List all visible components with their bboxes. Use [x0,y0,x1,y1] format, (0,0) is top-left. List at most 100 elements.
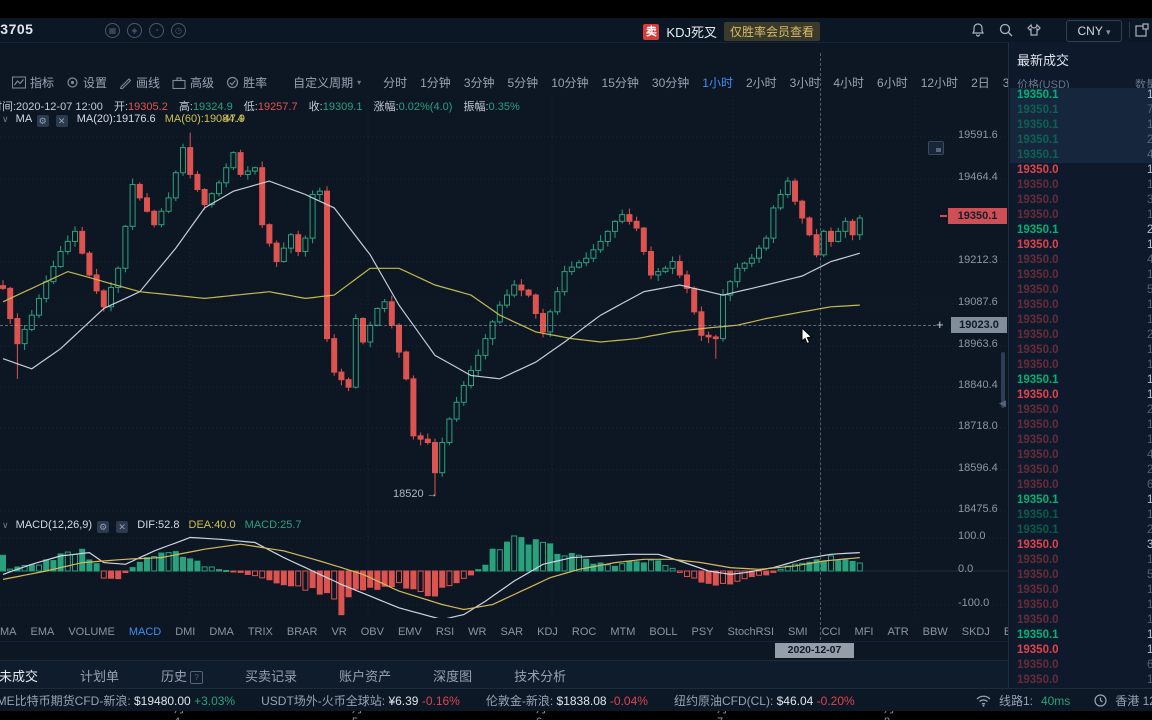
indicator-tab-MFI[interactable]: MFI [854,626,874,638]
timeframe-2小时[interactable]: 2小时 [745,76,777,90]
trade-row[interactable]: 19350.1 2 [1009,523,1152,538]
indicator-tab-KDJ[interactable]: KDJ [537,626,558,638]
indicator-tab-WR[interactable]: WR [468,626,487,638]
trade-row[interactable]: 19350.0 13 [1009,358,1152,373]
timeframe-6小时[interactable]: 6小时 [877,76,908,90]
timeframe-3分钟[interactable]: 3分钟 [463,76,495,90]
bottom-tab-历史[interactable]: 历史? [161,666,204,685]
popout-icon[interactable] [1134,22,1150,38]
trade-row[interactable]: 19350.0 1 [1009,313,1152,328]
trade-row[interactable]: 19350.0 3 [1009,193,1152,208]
indicator-tab-MA[interactable]: MA [0,626,17,638]
trade-row[interactable]: 19350.0 4 [1009,448,1152,463]
tool-胜率[interactable]: 胜率 [226,74,267,91]
trade-row[interactable]: 19350.0 6 [1009,478,1152,493]
pane-window-icon[interactable] [928,141,944,155]
bell-icon[interactable] [970,22,986,38]
trade-row[interactable]: 19350.0 1 [1009,343,1152,358]
timeframe-5分钟[interactable]: 5分钟 [507,76,539,90]
shirt-icon[interactable] [1026,22,1042,38]
trade-row[interactable]: 19350.0 3 [1009,538,1152,553]
currency-select[interactable]: CNY ▾ [1066,20,1122,42]
trade-row[interactable]: 19350.0 1 [1009,433,1152,448]
help-icon[interactable]: ? [190,670,204,684]
timeframe-1分钟[interactable]: 1分钟 [420,76,451,90]
trade-row[interactable]: 19350.0 1 [1009,208,1152,223]
timeframe-30分钟[interactable]: 30分钟 [651,76,690,90]
trade-row[interactable]: 19350.0 1 [1009,388,1152,403]
trade-row[interactable]: 19350.1 1 [1009,493,1152,508]
tool-设置[interactable]: 设置 [66,74,107,91]
collapse-icon[interactable]: ∨ [2,520,9,530]
axis-scrollbar[interactable] [1001,352,1005,408]
indicator-tab-MACD[interactable]: MACD [128,626,162,638]
indicator-tab-OBV[interactable]: OBV [360,626,384,638]
indicator-tab-BOLL[interactable]: BOLL [649,626,678,638]
indicator-tab-CCI[interactable]: CCI [821,626,841,638]
custom-period-dropdown[interactable]: 自定义周期 ▾ [293,76,362,90]
trade-row[interactable]: 19350.1 2 [1009,223,1152,238]
tool-画线[interactable]: 画线 [119,74,160,91]
trade-row[interactable]: 19350.0 1 [1009,598,1152,613]
trade-row[interactable]: 19350.0 2 [1009,463,1152,478]
trade-row[interactable]: 19350.0 6 [1009,658,1152,673]
indicator-tab-BRAR[interactable]: BRAR [286,626,318,638]
compass-icon[interactable]: ◔ [149,23,164,38]
indicator-tab-DMA[interactable]: DMA [209,626,234,638]
trade-row[interactable]: 19350.1 2 [1009,133,1152,148]
timeframe-分时[interactable]: 分时 [383,76,408,90]
grid-icon[interactable]: ▦ [105,23,120,38]
trade-row[interactable]: 19350.0 5 [1009,568,1152,583]
timeframe-10分钟[interactable]: 10分钟 [551,76,589,90]
indicator-tab-ATR[interactable]: ATR [887,626,909,638]
trade-row[interactable]: 19350.1 1 [1009,628,1152,643]
trade-row[interactable]: 19350.0 1 [1009,673,1152,688]
candlestick-chart[interactable] [0,96,1008,516]
timeframe-1小时[interactable]: 1小时 [702,76,733,90]
trade-rows[interactable]: 19350.1 1 19350.1 7 19350.1 1 19350.1 2 19350.1 4… [1009,88,1152,688]
bottom-tab-账户资产[interactable]: 账户资产 [339,668,392,684]
trade-row[interactable]: 19350.0 1 [1009,178,1152,193]
bottom-tab-技术分析[interactable]: 技术分析 [514,668,567,684]
bottom-tab-未成交[interactable]: 未成交 [0,666,38,692]
bottom-tab-深度图[interactable]: 深度图 [433,668,473,684]
trade-row[interactable]: 19350.1 1 [1009,508,1152,523]
macd-chart[interactable] [0,516,1008,618]
indicator-tab-StochRSI[interactable]: StochRSI [727,626,775,638]
trade-row[interactable]: 19350.1 4 [1009,148,1152,163]
timeframe-3小时[interactable]: 3小时 [789,76,821,90]
panel-collapse-icon[interactable]: ◀ [999,398,1006,408]
indicator-tab-RSI[interactable]: RSI [435,626,455,638]
trade-row[interactable]: 19350.0 2 [1009,403,1152,418]
trade-row[interactable]: 19350.0 1 [1009,268,1152,283]
macd-settings-icon[interactable]: ⚙ [97,521,110,533]
trade-row[interactable]: 19350.1 1 [1009,88,1152,103]
indicator-tab-MTM[interactable]: MTM [610,626,636,638]
indicator-tab-SMI[interactable]: SMI [788,626,808,638]
indicator-tab-VOLUME[interactable]: VOLUME [68,626,115,638]
indicator-tab-SKDJ[interactable]: SKDJ [961,626,990,638]
trade-row[interactable]: 19350.0 1 [1009,643,1152,658]
collapse-icon[interactable]: ∨ [2,114,9,124]
trade-row[interactable]: 19350.1 1 [1009,118,1152,133]
tool-高级[interactable]: 高级 [172,74,214,91]
indicator-tab-BBW[interactable]: BBW [922,626,948,638]
timeframe-12小时[interactable]: 12小时 [920,76,959,90]
indicator-tab-SAR[interactable]: SAR [500,626,524,638]
indicator-tab-VR[interactable]: VR [331,626,347,638]
timeframe-15分钟[interactable]: 15分钟 [601,76,639,90]
trade-row[interactable]: 19350.0 1 [1009,163,1152,178]
trade-row[interactable]: 19350.0 1 [1009,583,1152,598]
tool-指标[interactable]: 指标 [12,74,54,91]
timeframe-4小时[interactable]: 4小时 [833,76,865,90]
indicator-tab-EMV[interactable]: EMV [397,626,422,638]
indicator-tab-TRIX[interactable]: TRIX [247,626,273,638]
indicator-tab-PSY[interactable]: PSY [691,626,714,638]
shield-icon[interactable]: ◈ [127,23,142,38]
indicator-tab-ROC[interactable]: ROC [571,626,597,638]
search-icon[interactable] [998,22,1014,38]
trade-row[interactable]: 19350.0 1 [1009,418,1152,433]
trade-row[interactable]: 19350.0 1 [1009,298,1152,313]
bottom-tab-计划单[interactable]: 计划单 [80,668,120,684]
timeframe-2日[interactable]: 2日 [971,76,990,90]
